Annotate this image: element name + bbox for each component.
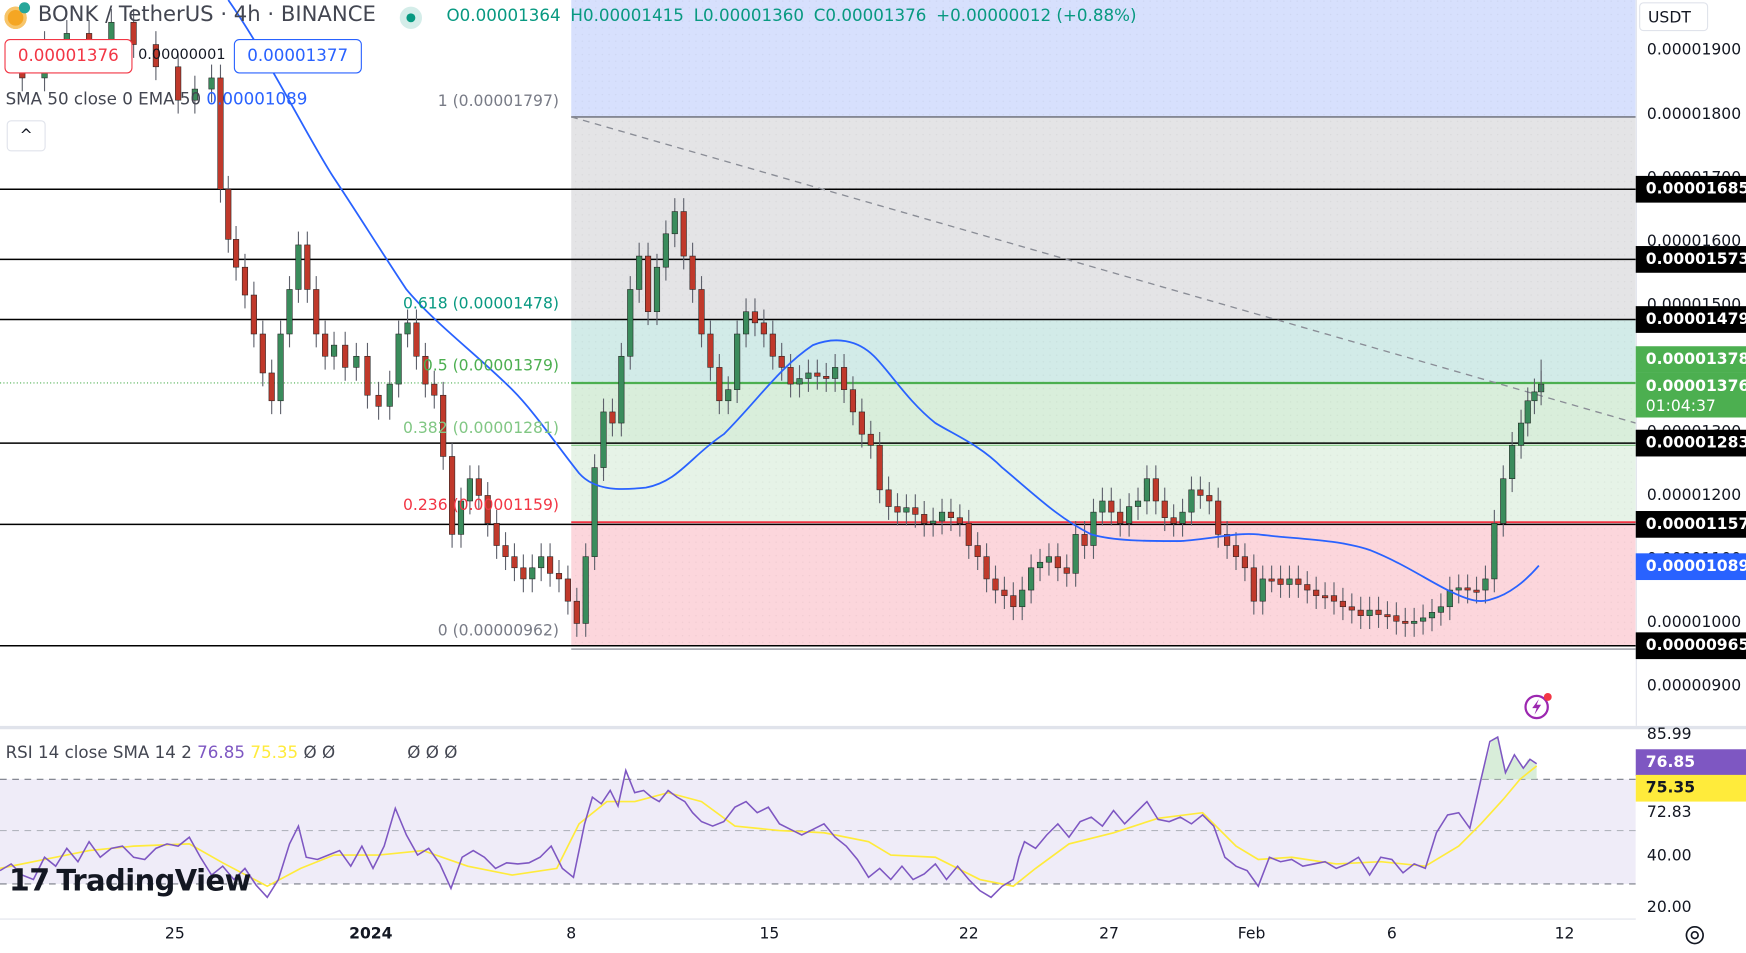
fib-label-0382: 0.382 (0.00001281) <box>403 419 559 438</box>
price-level-tag: 0.00001283 <box>1635 429 1746 457</box>
rsi-sma-value: 75.35 <box>250 742 299 763</box>
indicator-label: SMA 50 close 0 EMA 50 <box>5 89 202 110</box>
tv-logo-text: TradingView <box>56 865 251 899</box>
fib-label-05: 0.5 (0.00001379) <box>422 357 559 376</box>
chevron-up-icon: ^ <box>19 126 33 145</box>
settings-gear-icon[interactable] <box>1683 923 1707 947</box>
price-level-tag: 0.00001157 <box>1635 511 1746 538</box>
rsi-value: 76.85 <box>197 742 246 763</box>
tv-logo-mark-icon: 17 <box>8 863 50 899</box>
price-level-tag: 0.00000965 <box>1635 632 1746 660</box>
time-tick-label: 8 <box>566 925 577 943</box>
rsi-pane[interactable] <box>0 729 1636 918</box>
tether-badge-icon <box>18 2 31 14</box>
tradingview-logo[interactable]: 17 TradingView <box>9 864 251 899</box>
indicator-value: 0.00001089 <box>206 89 308 110</box>
horizontal-lines[interactable] <box>0 188 1636 647</box>
price-level-tag: 0.00001479 <box>1635 306 1746 333</box>
na-mark: Ø <box>321 742 336 763</box>
rsi-sma-line <box>0 765 1538 888</box>
ohlc-values: O0.00001364 H0.00001415 L0.00001360 C0.0… <box>447 6 1141 26</box>
price-tick-label: 0.00001200 <box>1646 486 1742 505</box>
na-mark: Ø <box>425 742 439 763</box>
rsi-value-tag: 76.85 <box>1635 749 1746 776</box>
market-open-status-icon <box>399 6 423 29</box>
fib-label-1: 1 (0.00001797) <box>437 92 559 111</box>
na-mark: Ø <box>303 742 317 763</box>
rsi-tick-label: 85.99 <box>1646 725 1692 744</box>
candlesticks <box>19 8 1545 637</box>
currency-selector[interactable]: USDT <box>1639 2 1709 32</box>
time-tick-label: 25 <box>164 925 185 943</box>
price-level-tag: 0.00001378 <box>1635 346 1746 373</box>
ohlc-open: O0.00001364 <box>446 5 561 26</box>
ohlc-high: H0.00001415 <box>570 5 684 26</box>
time-axis[interactable] <box>0 918 1636 953</box>
fib-zones <box>571 0 1636 650</box>
ohlc-change: +0.00000012 (+0.88%) <box>936 5 1137 26</box>
price-level-tag: 0.00001089 <box>1635 553 1746 581</box>
time-tick-label: 12 <box>1554 925 1575 943</box>
time-tick-label: 6 <box>1386 925 1397 943</box>
rsi-line <box>0 735 1538 899</box>
na-mark: Ø <box>444 742 458 763</box>
ema-50-line <box>227 0 1540 602</box>
rsi-tick-label: 20.00 <box>1646 898 1692 917</box>
collapse-legend-button[interactable]: ^ <box>6 120 46 152</box>
na-mark: Ø <box>407 742 421 763</box>
price-tick-label: 0.00000900 <box>1646 676 1742 695</box>
price-level-tag: 0.00001685 <box>1635 175 1746 203</box>
spread-value: 0.00000001 <box>138 46 226 64</box>
price-level-tag: 0.00001573 <box>1635 246 1746 273</box>
fib-label-0: 0 (0.00000962) <box>437 622 559 641</box>
price-tick-label: 0.00001800 <box>1646 105 1742 124</box>
pane-divider[interactable] <box>0 725 1746 730</box>
buy-button[interactable]: 0.00001377 <box>233 38 362 74</box>
time-tick-label: Feb <box>1237 925 1266 943</box>
currency-label: USDT <box>1648 8 1691 27</box>
lightning-alert-icon[interactable] <box>1523 691 1552 720</box>
trend-line[interactable] <box>571 116 1636 424</box>
price-tick-label: 0.00001900 <box>1646 41 1742 60</box>
time-tick-label: 27 <box>1099 925 1119 943</box>
time-tick-label: 2024 <box>349 925 393 943</box>
fib-label-0618: 0.618 (0.00001478) <box>403 295 559 313</box>
price-tick-label: 0.00001000 <box>1646 613 1742 632</box>
ohlc-low: L0.00001360 <box>693 5 804 26</box>
indicator-legend-ema[interactable]: SMA 50 close 0 EMA 50 0.00001089 <box>6 89 308 109</box>
symbol-title[interactable]: BONK / TetherUS · 4h · BINANCE <box>37 2 376 27</box>
rsi-value-tag: 75.35 <box>1635 774 1746 802</box>
current-price: 0.00001376 <box>1645 377 1746 396</box>
time-tick-label: 22 <box>958 925 979 943</box>
rsi-legend-label: RSI 14 close SMA 14 2 <box>5 742 192 763</box>
fib-label-0236: 0.236 (0.00001159) <box>403 496 559 515</box>
rsi-legend[interactable]: RSI 14 close SMA 14 2 76.85 75.35 Ø Ø Ø … <box>6 743 458 763</box>
ohlc-close: C0.00001376 <box>813 5 927 26</box>
bar-countdown: 01:04:37 <box>1645 397 1716 416</box>
rsi-tick-label: 40.00 <box>1646 847 1692 866</box>
time-tick-label: 15 <box>759 925 780 943</box>
rsi-tick-label: 72.83 <box>1646 803 1692 822</box>
current-price-tag: 0.00001376 01:04:37 <box>1635 372 1746 418</box>
sell-button[interactable]: 0.00001376 <box>4 38 133 74</box>
